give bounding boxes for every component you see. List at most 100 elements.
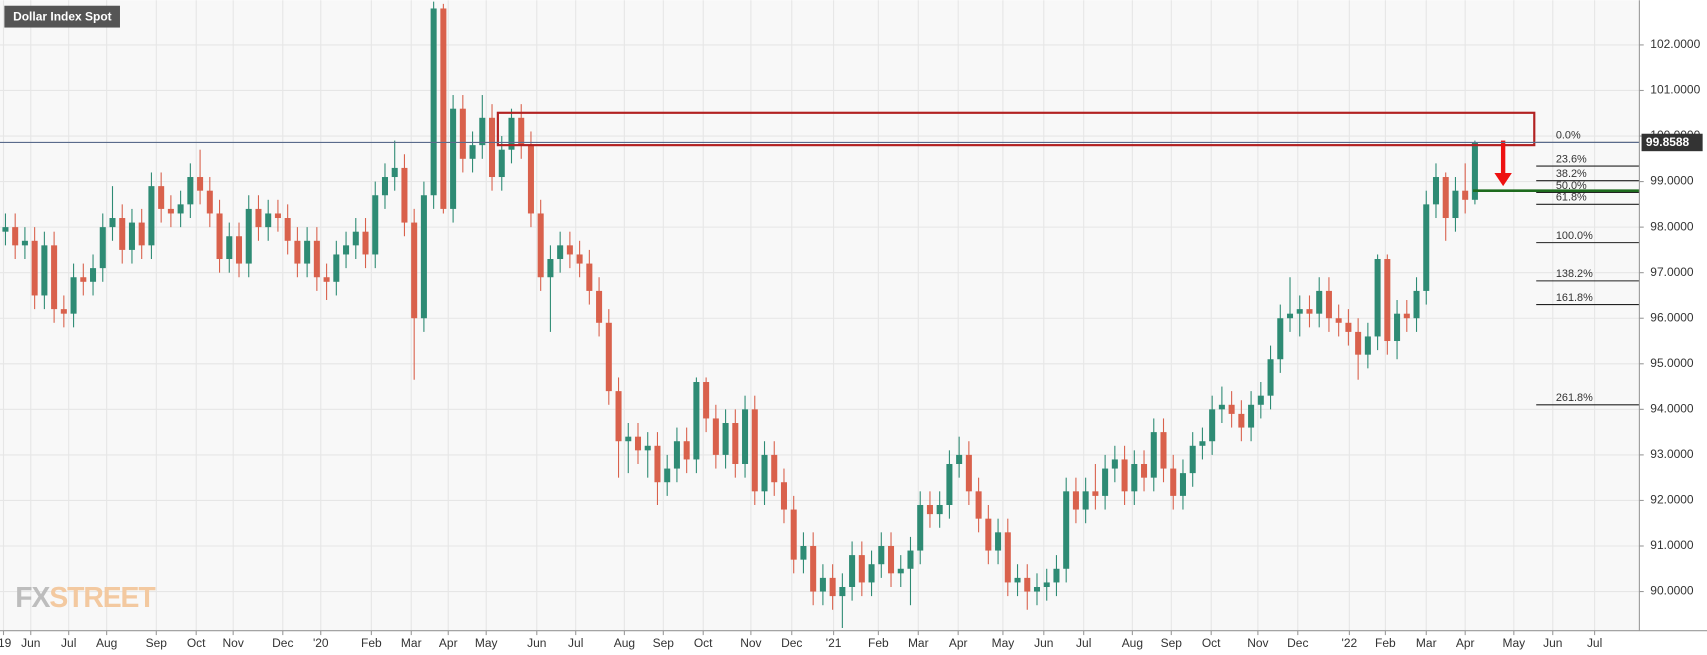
x-tick-label: Jun xyxy=(1034,636,1053,650)
candle-body xyxy=(839,586,846,597)
candle-body xyxy=(1179,473,1186,496)
fib-label: 261.8% xyxy=(1556,392,1593,404)
last-price-label: 99.8588 xyxy=(1646,135,1690,149)
x-tick-label: Aug xyxy=(1122,636,1143,650)
watermark-part: STREET xyxy=(49,583,156,615)
candle-body xyxy=(352,231,359,246)
candle-body xyxy=(1286,313,1294,319)
candle-body xyxy=(1364,336,1371,355)
candle-body xyxy=(1199,441,1206,446)
candle-body xyxy=(31,240,38,296)
candle-body xyxy=(70,277,77,314)
candle-body xyxy=(878,545,885,565)
x-tick-label: Oct xyxy=(1202,636,1221,650)
x-tick-label: '20 xyxy=(313,636,329,650)
x-tick-label: Jul xyxy=(1587,636,1602,650)
x-tick-label: Oct xyxy=(187,636,206,650)
candle-body xyxy=(1082,491,1089,510)
candle-body xyxy=(1248,404,1255,428)
last-price-badge xyxy=(1641,133,1703,152)
fib-label: 161.8% xyxy=(1556,292,1593,304)
candle-body xyxy=(177,204,184,214)
x-tick-label: Dec xyxy=(1287,636,1308,650)
candle-body xyxy=(1306,309,1313,314)
candle-body xyxy=(907,550,914,569)
candle-body xyxy=(158,186,165,209)
candle-body xyxy=(703,382,710,419)
candle-body xyxy=(109,218,116,228)
x-tick-label: Feb xyxy=(868,636,889,650)
candle-body xyxy=(926,504,933,515)
candle-body xyxy=(1452,190,1459,219)
x-tick-label: Jun xyxy=(21,636,40,650)
candle-body xyxy=(761,454,768,492)
resistance-zone xyxy=(496,111,1536,147)
candle-body xyxy=(459,108,466,159)
candle-body xyxy=(323,277,330,282)
chart-title: Dollar Index Spot xyxy=(13,9,112,23)
candle-body xyxy=(80,277,87,282)
candle-body xyxy=(420,195,427,319)
fib-label: 138.2% xyxy=(1556,268,1593,280)
x-tick-label: Mar xyxy=(401,636,422,650)
candle-body xyxy=(1267,359,1274,396)
candle-body xyxy=(1394,313,1401,342)
x-tick-label: May xyxy=(475,636,498,650)
candle-body xyxy=(226,236,233,260)
candle-body xyxy=(343,245,350,255)
candle-body xyxy=(51,245,58,310)
x-tick-label: '19 xyxy=(0,636,12,650)
fib-label: 0.0% xyxy=(1556,130,1581,142)
candle-body xyxy=(683,441,690,460)
candle-body xyxy=(936,504,943,515)
candle-body xyxy=(245,208,252,264)
x-tick-label: Sep xyxy=(653,636,675,650)
candle-body xyxy=(1471,142,1478,200)
x-tick-label: Jun xyxy=(1543,636,1562,650)
candle-body xyxy=(1141,464,1148,478)
candle-body xyxy=(975,491,982,519)
candle-body xyxy=(333,254,340,282)
x-tick-label: Apr xyxy=(439,636,458,650)
candle-body xyxy=(1413,290,1420,319)
candle-body xyxy=(1092,491,1099,496)
candle-body xyxy=(644,445,651,451)
candle-body xyxy=(1024,577,1031,592)
candle-body xyxy=(1150,432,1157,478)
candle-body xyxy=(138,222,145,246)
candle-body xyxy=(1423,204,1430,291)
x-tick-label: Feb xyxy=(1375,636,1396,650)
fib-label: 23.6% xyxy=(1556,153,1587,165)
x-tick-label: Oct xyxy=(694,636,713,650)
candle-body xyxy=(829,577,836,597)
y-tick-label: 92.0000 xyxy=(1650,493,1694,507)
candle-body xyxy=(1209,409,1216,442)
candle-body xyxy=(625,436,632,442)
candle-body xyxy=(1355,331,1362,355)
candle-body xyxy=(693,382,700,460)
candle-body xyxy=(401,167,408,223)
y-tick-label: 101.0000 xyxy=(1650,83,1700,97)
y-tick-label: 93.0000 xyxy=(1650,447,1694,461)
x-tick-label: Nov xyxy=(1247,636,1268,650)
y-tick-label: 97.0000 xyxy=(1650,265,1694,279)
candle-body xyxy=(1403,313,1410,319)
candle-body xyxy=(897,568,904,574)
candle-body xyxy=(712,418,719,455)
candle-body xyxy=(206,190,213,214)
candle-body xyxy=(430,8,437,196)
candle-body xyxy=(479,117,486,146)
y-tick-label: 95.0000 xyxy=(1650,356,1694,370)
candle-body xyxy=(90,268,97,282)
x-tick-label: Sep xyxy=(146,636,168,650)
title-badge xyxy=(4,5,120,28)
candle-body xyxy=(1014,577,1021,583)
candle-body xyxy=(1238,413,1245,428)
candle-body xyxy=(1033,586,1041,592)
candle-body xyxy=(372,195,379,255)
candle-body xyxy=(1004,532,1011,583)
candle-body xyxy=(527,145,534,214)
candle-body xyxy=(216,213,223,260)
candle-body xyxy=(119,218,126,250)
candle-body xyxy=(265,213,272,228)
